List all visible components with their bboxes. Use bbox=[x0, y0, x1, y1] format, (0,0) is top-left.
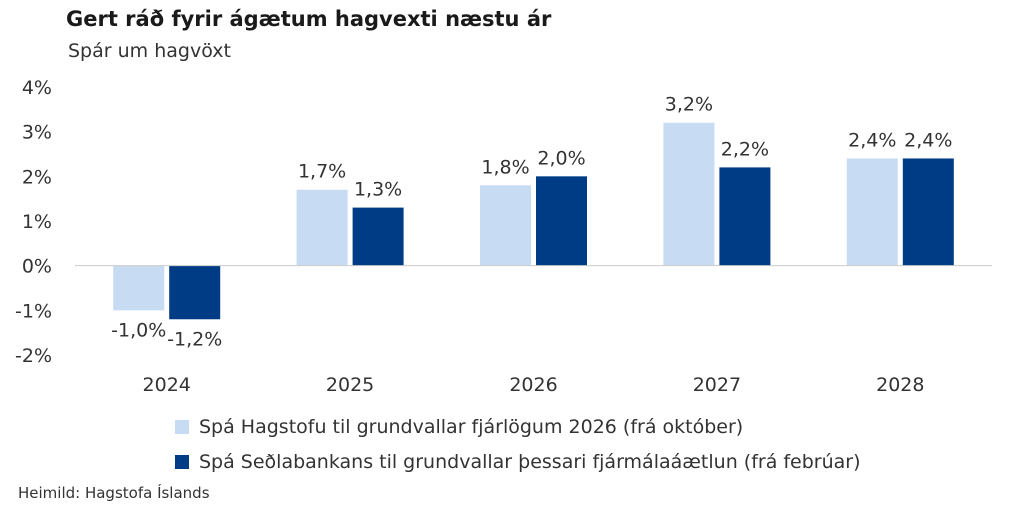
data-label: -1,2% bbox=[167, 328, 222, 350]
y-tick-label: -2% bbox=[15, 345, 52, 367]
bar bbox=[169, 265, 221, 320]
x-tick-label: 2027 bbox=[693, 374, 741, 396]
y-tick-label: 4% bbox=[22, 77, 52, 99]
legend-label-series-2: Spá Seðlabankans til grundvallar þessari… bbox=[199, 451, 861, 473]
bar bbox=[352, 207, 404, 266]
bar bbox=[663, 122, 715, 266]
data-label: -1,0% bbox=[111, 319, 166, 341]
bar bbox=[536, 176, 587, 266]
data-label: 1,8% bbox=[481, 156, 529, 178]
legend-label-series-1: Spá Hagstofu til grundvallar fjárlögum 2… bbox=[199, 416, 744, 438]
data-label: 3,2% bbox=[665, 94, 713, 116]
x-tick-label: 2026 bbox=[509, 374, 557, 396]
x-tick-label: 2024 bbox=[143, 374, 191, 396]
data-label: 1,7% bbox=[298, 161, 346, 183]
y-tick-label: 2% bbox=[22, 166, 52, 188]
y-tick-label: 1% bbox=[22, 211, 52, 233]
legend-swatch-series-1 bbox=[175, 420, 189, 434]
data-label: 2,2% bbox=[721, 138, 769, 160]
bar bbox=[846, 158, 898, 266]
chart-title: Gert ráð fyrir ágætum hagvexti næstu ár bbox=[66, 7, 552, 31]
y-tick-label: 3% bbox=[22, 122, 52, 144]
data-label: 2,4% bbox=[848, 129, 896, 151]
x-tick-label: 2028 bbox=[876, 374, 924, 396]
legend-item-series-1: Spá Hagstofu til grundvallar fjárlögum 2… bbox=[175, 416, 743, 438]
legend-swatch-series-2 bbox=[175, 455, 189, 469]
data-label: 1,3% bbox=[354, 179, 402, 201]
bar bbox=[719, 167, 771, 266]
x-tick-label: 2025 bbox=[326, 374, 374, 396]
bar bbox=[902, 158, 954, 266]
legend-item-series-2: Spá Seðlabankans til grundvallar þessari… bbox=[175, 451, 861, 473]
bar bbox=[113, 265, 165, 311]
y-tick-label: 0% bbox=[22, 256, 52, 278]
y-tick-label: -1% bbox=[15, 300, 52, 322]
bar bbox=[296, 189, 348, 266]
chart-subtitle: Spár um hagvöxt bbox=[68, 40, 231, 62]
bar bbox=[480, 185, 531, 266]
source-note: Heimild: Hagstofa Íslands bbox=[18, 484, 210, 502]
data-label: 2,4% bbox=[904, 129, 952, 151]
data-label: 2,0% bbox=[537, 147, 585, 169]
